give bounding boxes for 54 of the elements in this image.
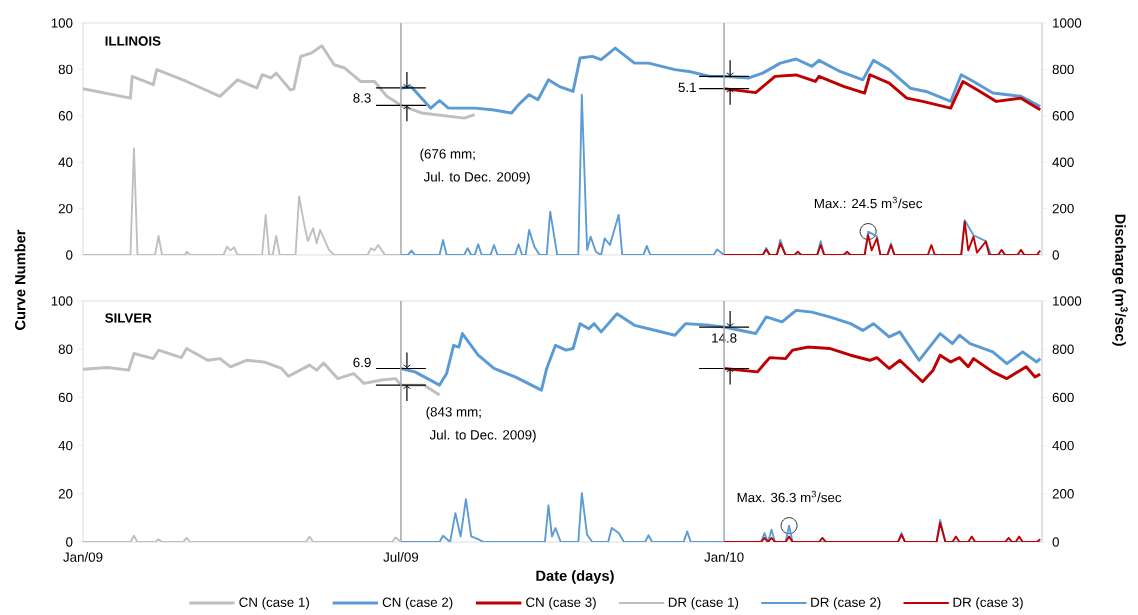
y2-tick-label: 200: [1052, 203, 1074, 214]
legend-label: DR (case 1): [668, 597, 739, 610]
annotation: 14.8: [712, 333, 737, 343]
y2-tick-label: 800: [1052, 64, 1074, 75]
y-tick-label: 80: [58, 64, 73, 75]
y-axis-title: Curve Number: [14, 229, 26, 330]
x-tick-label: Jul/09: [383, 552, 419, 562]
y-tick-label: 0: [66, 250, 73, 260]
line-series: [723, 220, 1042, 255]
annotation: 8.3: [353, 93, 371, 103]
legend-label: CN (case 3): [526, 597, 596, 610]
x-axis-title: Date (days): [536, 570, 614, 584]
annotation: Max.: 24.5 m$^{3}$/sec: [814, 196, 923, 209]
text: ILLINOIS: [105, 36, 161, 46]
y2-tick-label: 200: [1052, 489, 1074, 499]
y2-tick-label: 1000: [1053, 296, 1082, 306]
x-tick-label: Jan/10: [704, 552, 744, 562]
line-series: [723, 522, 1042, 542]
annotation: 5.1: [678, 82, 696, 93]
legend-label: DR (case 2): [811, 597, 881, 610]
y-tick-label: 40: [58, 157, 73, 167]
legend-label: DR (case 3): [953, 597, 1023, 610]
annotation: 6.9: [353, 357, 371, 368]
x-tick-label: Jan/09: [63, 552, 103, 562]
y2-tick-label: 600: [1052, 392, 1074, 403]
annotation: Jul. to Dec. 2009): [429, 429, 536, 443]
legend-label: CN (case 2): [382, 597, 453, 610]
y-tick-label: 80: [58, 344, 73, 354]
annotation: Max. 36.3 m$^{3}$/sec: [737, 490, 842, 503]
y2-tick-label: 0: [1052, 250, 1059, 260]
y-tick-label: 60: [58, 111, 73, 121]
y-tick-label: 100: [51, 18, 73, 28]
y-tick-label: 20: [58, 489, 73, 499]
y2-tick-label: 800: [1052, 344, 1074, 354]
annotation: (843 mm;: [426, 406, 481, 420]
y2-tick-label: 400: [1052, 157, 1074, 167]
y-tick-label: 60: [58, 392, 73, 403]
text: SILVER: [105, 313, 152, 323]
y2-tick-label: 1000: [1053, 18, 1082, 28]
line-series: [399, 46, 1042, 115]
y2-axis-title: Discharge (m$^{3}$/sec): [1112, 214, 1128, 346]
legend-label: CN (case 1): [239, 597, 309, 610]
line-series: [399, 308, 1042, 392]
y-tick-label: 0: [66, 537, 73, 547]
y2-tick-label: 400: [1052, 440, 1074, 451]
y-tick-label: 20: [58, 203, 73, 214]
y2-tick-label: 0: [1052, 537, 1059, 547]
line-series: [722, 345, 1042, 384]
annotation: Jul. to Dec. 2009): [423, 171, 530, 185]
y2-tick-label: 600: [1052, 111, 1074, 121]
y-tick-label: 40: [58, 440, 73, 451]
y-tick-label: 100: [51, 296, 73, 306]
annotation: (676 mm;: [420, 148, 475, 162]
line-series: [722, 73, 1042, 112]
